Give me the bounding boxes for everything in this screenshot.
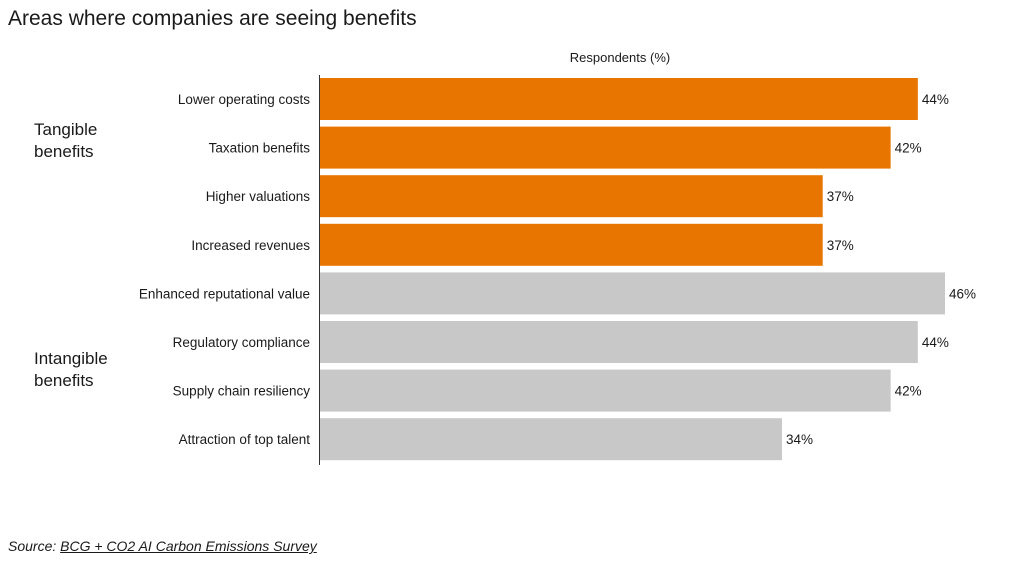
value-label-attraction-of-top-talent: 34% [786,432,813,447]
source-link[interactable]: BCG + CO2 AI Carbon Emissions Survey [60,538,317,554]
bar-supply-chain-resiliency [320,369,891,412]
group-label-tangible-line1: Tangible [34,120,98,139]
bar-higher-valuations [320,175,823,218]
bar-attraction-of-top-talent [320,418,782,461]
value-label-increased-revenues: 37% [827,238,854,253]
group-label-tangible-line2: benefits [34,142,94,161]
group-label-tangible: Tangible benefits [34,119,97,163]
category-label-lower-operating-costs: Lower operating costs [178,92,310,107]
value-label-higher-valuations: 37% [827,189,854,204]
value-label-supply-chain-resiliency: 42% [895,384,922,399]
value-label-enhanced-reputational-value: 46% [949,286,976,301]
bar-regulatory-compliance [320,321,918,363]
category-label-attraction-of-top-talent: Attraction of top talent [179,432,311,447]
group-label-intangible-line1: Intangible [34,349,108,368]
value-label-lower-operating-costs: 44% [922,92,949,107]
source-note: Source: BCG + CO2 AI Carbon Emissions Su… [8,538,317,554]
category-label-taxation-benefits: Taxation benefits [209,141,311,156]
bar-lower-operating-costs [320,78,918,120]
category-label-increased-revenues: Increased revenues [191,238,310,253]
bar-enhanced-reputational-value [320,272,945,315]
axis-label-respondents: Respondents (%) [570,50,670,65]
bar-taxation-benefits [320,126,891,169]
bar-increased-revenues [320,223,823,266]
source-prefix: Source: [8,538,61,554]
category-label-enhanced-reputational-value: Enhanced reputational value [139,286,310,301]
chart-title: Areas where companies are seeing benefit… [8,7,417,30]
category-label-regulatory-compliance: Regulatory compliance [173,335,310,350]
value-label-regulatory-compliance: 44% [922,335,949,350]
value-label-taxation-benefits: 42% [895,141,922,156]
group-label-intangible: Intangible benefits [34,348,108,392]
category-label-supply-chain-resiliency: Supply chain resiliency [173,384,311,399]
category-label-higher-valuations: Higher valuations [206,189,311,204]
group-label-intangible-line2: benefits [34,371,94,390]
